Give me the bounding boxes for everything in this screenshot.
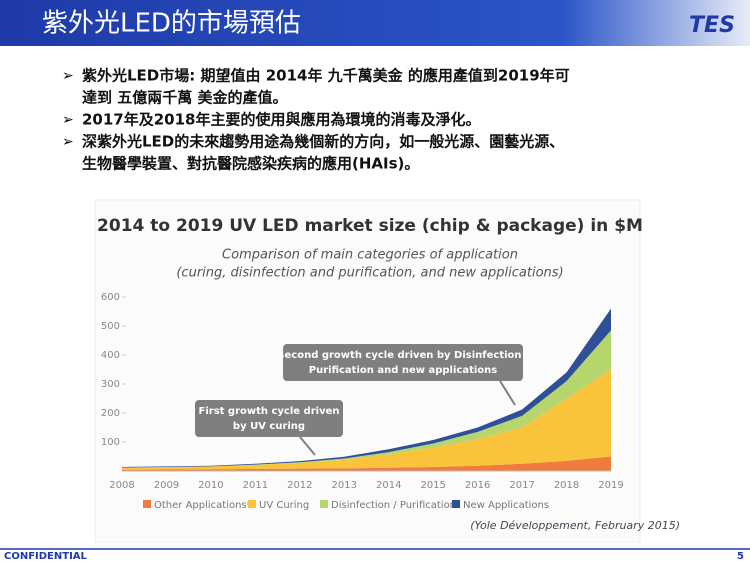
legend-swatch: [143, 500, 151, 508]
annotation-text: by UV curing: [233, 421, 305, 432]
legend-swatch: [320, 500, 328, 508]
x-tick-label: 2013: [332, 480, 357, 491]
area: [122, 308, 611, 468]
x-tick-label: 2009: [154, 480, 179, 491]
x-tick-label: 2011: [243, 480, 268, 491]
bullet-text: 深紫外光LED的未來趨勢用途為幾個新的方向，如一般光源、園藝光源、: [82, 133, 564, 151]
legend-swatch: [248, 500, 256, 508]
x-tick-label: 2014: [376, 480, 401, 491]
legend-label: Other Applications*: [154, 500, 252, 511]
bullet-marker: ➢: [62, 134, 74, 150]
legend-label: Disinfection / Purification: [331, 500, 456, 511]
bullet-marker: ➢: [62, 112, 74, 128]
chart-title: 2014 to 2019 UV LED market size (chip & …: [97, 216, 643, 236]
y-tick-label: 400: [101, 350, 120, 361]
x-tick-label: 2017: [509, 480, 534, 491]
x-tick-label: 2019: [598, 480, 623, 491]
logo: TES: [689, 13, 735, 38]
y-tick-label: 600: [101, 292, 120, 303]
source: (Yole Développement, February 2015): [470, 519, 680, 532]
annotation-text: First growth cycle driven: [199, 406, 340, 417]
x-tick-label: 2016: [465, 480, 490, 491]
page-number: 5: [737, 551, 744, 562]
y-tick-label: 500: [101, 321, 120, 332]
chart-subtitle: Comparison of main categories of applica…: [222, 248, 518, 263]
bullet-marker: ➢: [62, 68, 74, 84]
annotation-text: Second growth cycle driven by Disinfecti…: [277, 350, 529, 361]
area: [122, 330, 611, 468]
chart-subtitle: (curing, disinfection and purification, …: [176, 266, 563, 281]
x-tick-label: 2010: [198, 480, 223, 491]
legend-label: UV Curing: [259, 500, 309, 511]
annotation-box: [283, 344, 523, 381]
y-tick-label: 100: [101, 437, 120, 448]
x-tick-label: 2008: [109, 480, 134, 491]
y-tick-label: 200: [101, 408, 120, 419]
annotation-box: [195, 400, 343, 437]
slide-title: 紫外光LED的市場預估: [42, 9, 301, 39]
bullet-text: 2017年及2018年主要的使用與應用為環境的消毒及淨化。: [82, 111, 481, 129]
legend-label: New Applications: [463, 500, 549, 511]
x-tick-label: 2012: [287, 480, 312, 491]
footer-left: CONFIDENTIAL: [4, 551, 88, 562]
area: [122, 369, 611, 470]
header-bar: [0, 0, 750, 46]
legend-swatch: [452, 500, 460, 508]
annotation-arrow: [299, 436, 316, 456]
x-tick-label: 2015: [420, 480, 445, 491]
bullet-text: 生物醫學裝置、對抗醫院感染疾病的應用(HAIs)。: [82, 155, 419, 173]
area: [122, 456, 611, 471]
annotation-text: Purification and new applications: [309, 365, 497, 376]
bullet-text: 達到 五億兩千萬 美金的產值。: [82, 89, 287, 107]
y-tick-label: 300: [101, 379, 120, 390]
x-tick-label: 2018: [554, 480, 579, 491]
annotation-arrow: [499, 380, 516, 406]
bullet-text: 紫外光LED市場: 期望值由 2014年 九千萬美金 的應用產值到2019年可: [82, 67, 570, 85]
